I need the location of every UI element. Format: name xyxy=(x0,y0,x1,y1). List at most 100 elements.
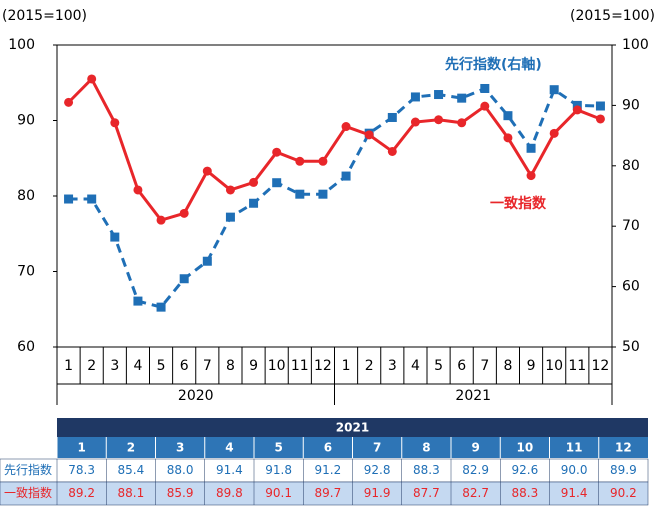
table-cell: 89.8 xyxy=(216,486,243,500)
x-tick-label: 9 xyxy=(527,358,536,374)
x-tick-label: 6 xyxy=(457,358,466,374)
marker xyxy=(295,189,305,199)
x-tick-label: 2 xyxy=(87,358,96,374)
marker xyxy=(64,194,74,204)
x-tick-label: 7 xyxy=(203,358,212,374)
x-tick-label: 9 xyxy=(249,358,258,374)
table-cell: 89.7 xyxy=(315,486,342,500)
marker xyxy=(526,143,536,153)
table-cell: 92.8 xyxy=(364,463,391,477)
table-cell: 78.3 xyxy=(68,463,95,477)
x-tick-label: 4 xyxy=(133,358,142,374)
marker xyxy=(341,122,351,132)
marker xyxy=(595,101,605,111)
table-column-label: 8 xyxy=(422,441,430,455)
y2-tick-label: 100 xyxy=(622,37,649,53)
marker xyxy=(549,128,559,138)
table-header xyxy=(57,418,648,437)
table-cell: 88.3 xyxy=(413,463,440,477)
marker xyxy=(110,118,120,128)
y-tick-label: 90 xyxy=(17,113,35,129)
table-column-label: 12 xyxy=(615,441,632,455)
marker xyxy=(434,90,444,100)
marker xyxy=(364,130,374,140)
marker xyxy=(595,114,605,124)
marker xyxy=(410,117,420,127)
marker xyxy=(480,101,490,111)
marker xyxy=(572,105,582,115)
x-group-label: 2021 xyxy=(455,388,491,404)
x-tick-label: 8 xyxy=(503,358,512,374)
y-axis-label: (2015=100) xyxy=(2,8,87,24)
marker xyxy=(387,112,397,122)
legend-label: 先行指数(右軸) xyxy=(445,56,542,73)
marker xyxy=(87,194,97,204)
marker xyxy=(156,302,166,312)
table-row-label: 先行指数 xyxy=(4,462,52,477)
x-tick-label: 3 xyxy=(110,358,119,374)
marker xyxy=(387,146,397,156)
marker xyxy=(133,185,143,195)
x-tick-label: 4 xyxy=(411,358,420,374)
marker xyxy=(434,115,444,125)
marker xyxy=(179,274,189,284)
x-tick-label: 11 xyxy=(291,358,309,374)
x-tick-label: 3 xyxy=(388,358,397,374)
x-tick-label: 11 xyxy=(568,358,586,374)
x-tick-label: 6 xyxy=(180,358,189,374)
table-cell: 88.0 xyxy=(167,463,194,477)
table-cell: 89.9 xyxy=(610,463,637,477)
x-tick-label: 1 xyxy=(64,358,73,374)
table-row-label: 一致指数 xyxy=(4,485,52,500)
marker xyxy=(249,177,259,187)
table-cell: 85.9 xyxy=(167,486,194,500)
table-cell: 90.0 xyxy=(561,463,588,477)
table-row xyxy=(0,481,649,506)
table-column-label: 2 xyxy=(127,441,135,455)
table-cell: 91.4 xyxy=(216,463,243,477)
x-tick-label: 12 xyxy=(592,358,610,374)
x-tick-label: 10 xyxy=(268,358,286,374)
marker xyxy=(272,147,282,157)
table-column-label: 1 xyxy=(77,441,85,455)
marker xyxy=(549,85,559,95)
x-tick-label: 5 xyxy=(434,358,443,374)
table-column-label: 9 xyxy=(471,441,479,455)
marker xyxy=(225,212,235,222)
x-tick-label: 10 xyxy=(545,358,563,374)
marker xyxy=(318,189,328,199)
marker xyxy=(202,166,212,176)
marker xyxy=(110,232,120,242)
table-cell: 91.4 xyxy=(561,486,588,500)
y2-axis-label: (2015=100) xyxy=(570,8,655,24)
marker xyxy=(410,92,420,102)
x-tick-label: 8 xyxy=(226,358,235,374)
marker xyxy=(457,118,467,128)
x-tick-label: 7 xyxy=(480,358,489,374)
y2-tick-label: 60 xyxy=(622,279,640,295)
table-cell: 85.4 xyxy=(118,463,145,477)
table-cell: 92.6 xyxy=(512,463,539,477)
table-cell: 91.2 xyxy=(315,463,342,477)
y2-tick-label: 70 xyxy=(622,218,640,234)
table-column-label: 11 xyxy=(566,441,583,455)
legend-label: 一致指数 xyxy=(490,195,547,212)
marker xyxy=(179,208,189,218)
table-cell: 91.9 xyxy=(364,486,391,500)
marker xyxy=(249,198,259,208)
table-cell: 82.7 xyxy=(462,486,489,500)
table-column-label: 3 xyxy=(176,441,184,455)
table-column-label: 6 xyxy=(324,441,332,455)
table-cell: 90.1 xyxy=(265,486,292,500)
y2-tick-label: 80 xyxy=(622,158,640,174)
y2-tick-label: 50 xyxy=(622,339,640,355)
marker xyxy=(341,171,351,181)
table-title: 2021 xyxy=(336,421,369,435)
x-tick-label: 1 xyxy=(342,358,351,374)
y-tick-label: 70 xyxy=(17,264,35,280)
table-cell: 88.1 xyxy=(118,486,145,500)
x-tick-label: 12 xyxy=(314,358,332,374)
